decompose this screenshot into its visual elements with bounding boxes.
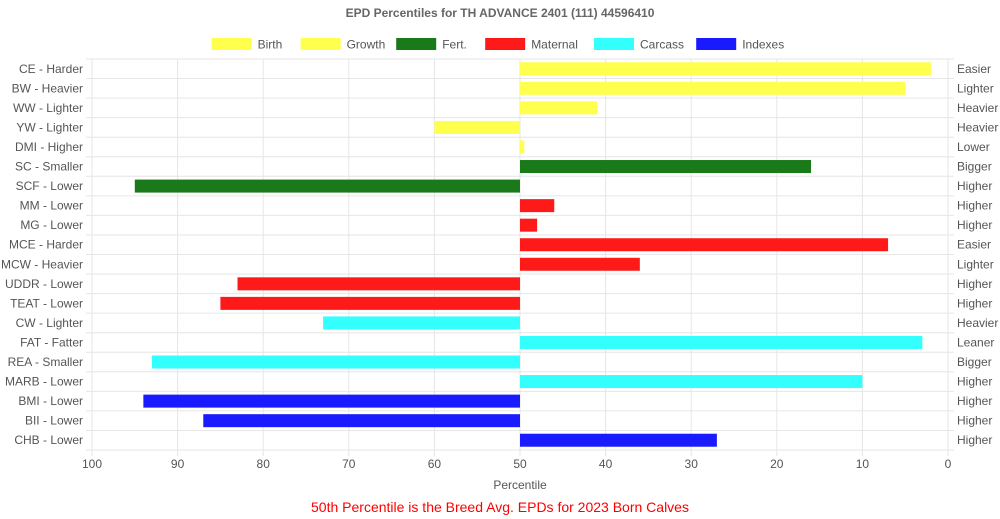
bar-yw <box>434 120 520 134</box>
bar-chb <box>520 433 717 447</box>
category-label: CW - Lighter <box>16 316 83 330</box>
category-label: DMI - Higher <box>15 140 83 154</box>
direction-label: Higher <box>957 414 992 428</box>
bar-bii <box>203 414 520 428</box>
x-tick-label: 10 <box>856 457 870 471</box>
bar-rea <box>151 355 521 369</box>
x-tick-label: 90 <box>171 457 185 471</box>
direction-label: Higher <box>957 199 992 213</box>
direction-label: Bigger <box>957 355 992 369</box>
legend-label-birth: Birth <box>258 38 283 52</box>
bar-mcw <box>520 257 640 271</box>
x-tick-label: 60 <box>428 457 442 471</box>
bar-ce <box>520 62 931 76</box>
category-labels: CE - Harder BW - Heavier WW - Lighter YW - … <box>1 62 83 447</box>
legend-swatch-maternal <box>485 38 526 50</box>
bar-mm <box>520 199 555 213</box>
chart-title: EPD Percentiles for TH ADVANCE 2401 (111… <box>346 6 655 20</box>
x-axis-title: Percentile <box>493 478 547 492</box>
legend-swatch-birth <box>211 38 252 50</box>
direction-label: Higher <box>957 277 992 291</box>
chart-legend: Birth Growth Fert. Maternal Carcass Indexes <box>211 38 784 52</box>
x-axis-ticks: 100 90 80 70 60 50 40 30 20 10 0 <box>82 457 952 471</box>
category-label: SC - Smaller <box>15 160 83 174</box>
bar-ww <box>520 101 598 115</box>
legend-label-fert: Fert. <box>442 38 467 52</box>
bar-mce <box>520 238 889 252</box>
bar-dmi <box>520 140 525 154</box>
x-tick-label: 40 <box>599 457 613 471</box>
x-tick-label: 20 <box>770 457 784 471</box>
category-label: SCF - Lower <box>16 179 83 193</box>
legend-swatch-carcass <box>594 38 634 50</box>
direction-label: Higher <box>957 296 992 310</box>
x-tick-label: 0 <box>945 457 952 471</box>
legend-swatch-fert <box>396 38 437 50</box>
category-label: YW - Lighter <box>16 120 83 134</box>
category-label: REA - Smaller <box>8 355 83 369</box>
direction-label: Leaner <box>957 335 994 349</box>
legend-label-growth: Growth <box>347 38 386 52</box>
legend-swatch-indexes <box>696 38 737 50</box>
bar-bw <box>520 81 906 95</box>
bar-fat <box>520 335 923 349</box>
chart-grid <box>86 58 954 456</box>
category-label: MCE - Harder <box>9 238 83 252</box>
x-tick-label: 100 <box>82 457 102 471</box>
direction-labels: Easier Lighter Heavier Heavier Lower Bigger Hi… <box>957 62 998 447</box>
category-label: TEAT - Lower <box>10 296 83 310</box>
footnote: 50th Percentile is the Breed Avg. EPDs f… <box>311 499 689 515</box>
legend-label-maternal: Maternal <box>531 38 578 52</box>
category-label: WW - Lighter <box>13 101 83 115</box>
direction-label: Lighter <box>957 257 994 271</box>
bar-scf <box>134 179 521 193</box>
category-label: MARB - Lower <box>5 375 83 389</box>
bar-teat <box>220 296 520 310</box>
legend-label-carcass: Carcass <box>640 38 684 52</box>
direction-label: Higher <box>957 394 992 408</box>
category-label: CHB - Lower <box>14 433 83 447</box>
bar-cw <box>323 316 520 330</box>
x-tick-label: 50 <box>513 457 527 471</box>
direction-label: Easier <box>957 62 991 76</box>
direction-label: Higher <box>957 375 992 389</box>
direction-label: Higher <box>957 218 992 232</box>
category-label: MCW - Heavier <box>1 257 83 271</box>
direction-label: Easier <box>957 238 991 252</box>
direction-label: Heavier <box>957 101 998 115</box>
direction-label: Lighter <box>957 81 994 95</box>
legend-label-indexes: Indexes <box>742 38 784 52</box>
bar-sc <box>520 160 812 174</box>
bar-marb <box>520 375 863 389</box>
direction-label: Heavier <box>957 316 998 330</box>
direction-label: Higher <box>957 433 992 447</box>
bar-mg <box>520 218 538 232</box>
bar-uddr <box>237 277 520 291</box>
category-label: BW - Heavier <box>12 81 83 95</box>
x-tick-label: 70 <box>342 457 356 471</box>
chart-bars <box>134 62 931 447</box>
direction-label: Lower <box>957 140 990 154</box>
direction-label: Bigger <box>957 160 992 174</box>
bar-bmi <box>143 394 521 408</box>
category-label: BII - Lower <box>25 414 83 428</box>
direction-label: Heavier <box>957 120 998 134</box>
x-tick-label: 80 <box>257 457 271 471</box>
legend-swatch-growth <box>300 38 341 50</box>
category-label: FAT - Fatter <box>20 335 83 349</box>
category-label: MM - Lower <box>20 199 83 213</box>
category-label: UDDR - Lower <box>5 277 83 291</box>
category-label: BMI - Lower <box>18 394 83 408</box>
category-label: MG - Lower <box>20 218 83 232</box>
category-label: CE - Harder <box>19 62 83 76</box>
x-tick-label: 30 <box>685 457 699 471</box>
direction-label: Higher <box>957 179 992 193</box>
